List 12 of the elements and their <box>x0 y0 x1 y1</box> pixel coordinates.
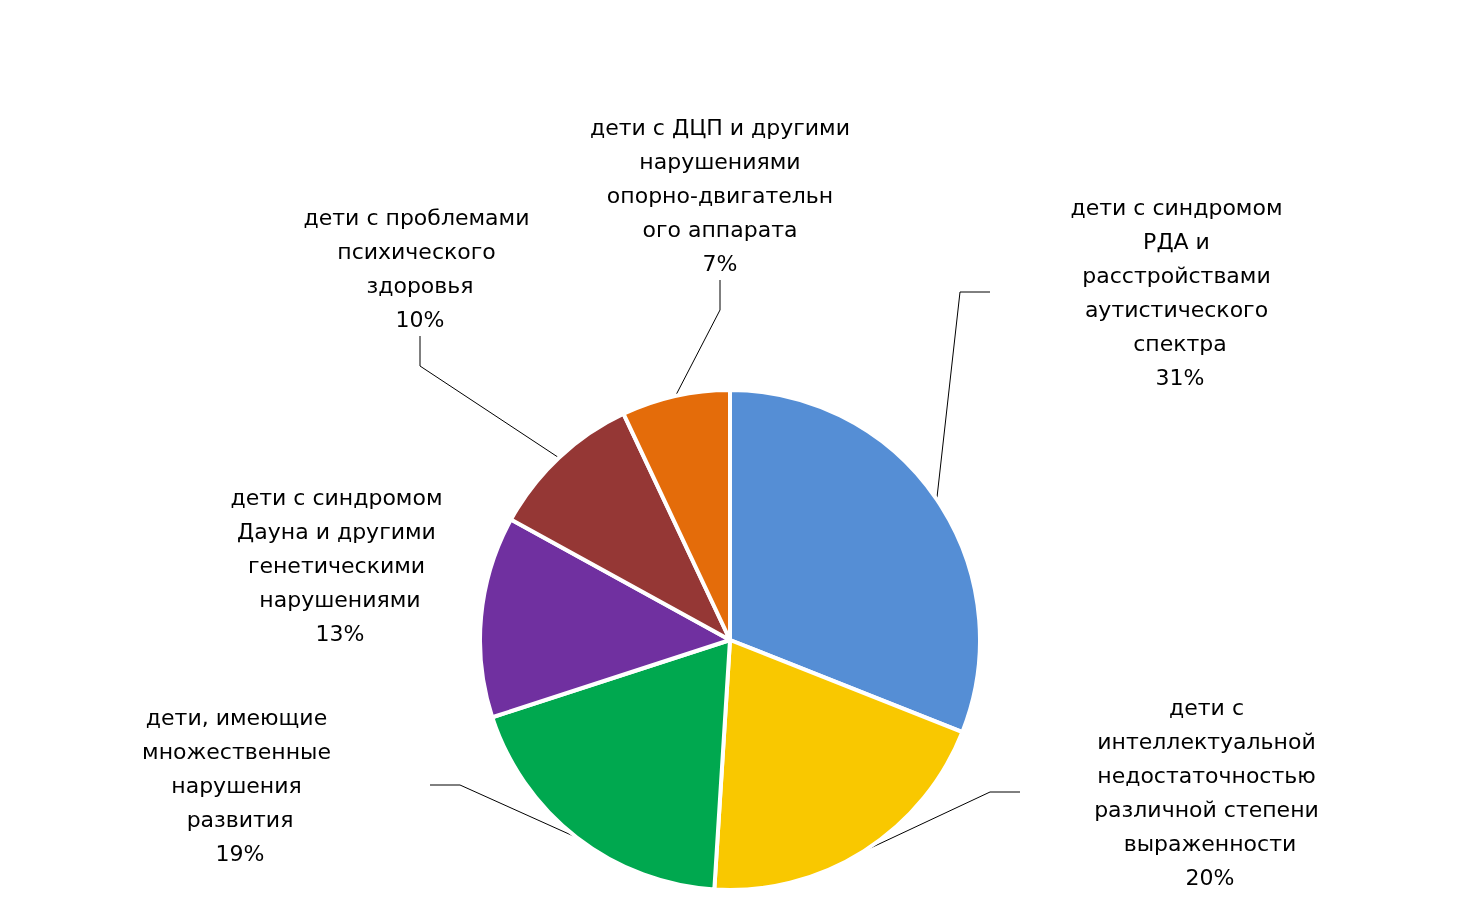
data-label: 19% <box>215 840 265 866</box>
slice-label: дети с интеллектуальной недостаточностью различной степени выраженности <box>1094 694 1326 856</box>
data-label: 13% <box>315 620 365 646</box>
slice-label: дети с синдромом РДА и расстройствами аутистического спектра <box>1070 194 1290 356</box>
slice-label: дети с проблемами психического здоровья <box>303 204 537 298</box>
slice-label: дети с синдромом Дауна и другими генетическими нарушениями <box>230 484 450 612</box>
slice-label: дети с ДЦП и другими нарушениями опорно-двигательного аппарата <box>590 114 850 242</box>
data-label: 7% <box>702 250 738 276</box>
slice-label: дети, имеющие множественные нарушения развития <box>142 704 338 832</box>
data-label: 31% <box>1155 364 1205 390</box>
data-label: 20% <box>1185 864 1235 890</box>
data-label: 10% <box>395 306 445 332</box>
